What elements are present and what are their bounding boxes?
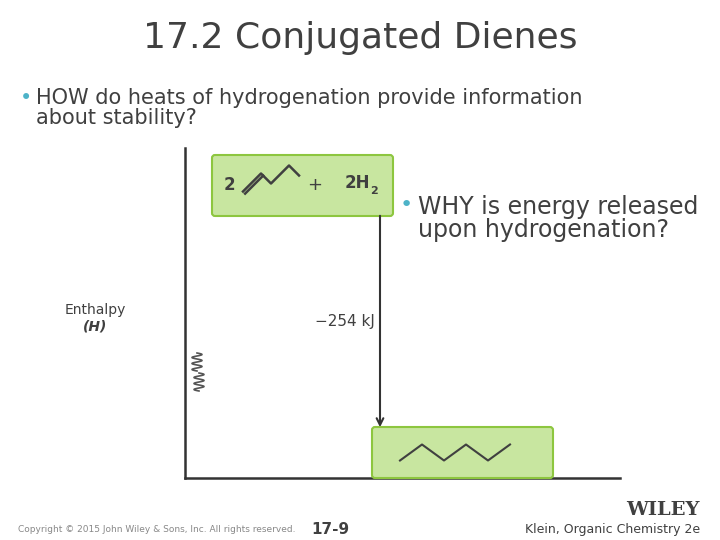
Text: about stability?: about stability? — [36, 108, 197, 128]
Text: WHY is energy released: WHY is energy released — [418, 195, 698, 219]
Text: 17.2 Conjugated Dienes: 17.2 Conjugated Dienes — [143, 21, 577, 55]
Text: 2: 2 — [223, 177, 235, 194]
Text: 17-9: 17-9 — [311, 523, 349, 537]
Text: •: • — [20, 88, 32, 108]
FancyBboxPatch shape — [212, 155, 393, 216]
Text: HOW do heats of hydrogenation provide information: HOW do heats of hydrogenation provide in… — [36, 88, 582, 108]
Text: +: + — [307, 176, 323, 193]
Text: 2: 2 — [370, 186, 378, 195]
Text: −254 kJ: −254 kJ — [315, 314, 375, 329]
Text: upon hydrogenation?: upon hydrogenation? — [418, 218, 669, 242]
Text: WILEY: WILEY — [626, 501, 700, 519]
FancyBboxPatch shape — [372, 427, 553, 478]
Text: •: • — [400, 195, 413, 215]
Text: Copyright © 2015 John Wiley & Sons, Inc. All rights reserved.: Copyright © 2015 John Wiley & Sons, Inc.… — [18, 525, 295, 535]
Text: 2H: 2H — [345, 173, 371, 192]
Text: (H): (H) — [83, 319, 107, 333]
Text: Enthalpy: Enthalpy — [64, 303, 126, 317]
Text: Klein, Organic Chemistry 2e: Klein, Organic Chemistry 2e — [525, 523, 700, 537]
